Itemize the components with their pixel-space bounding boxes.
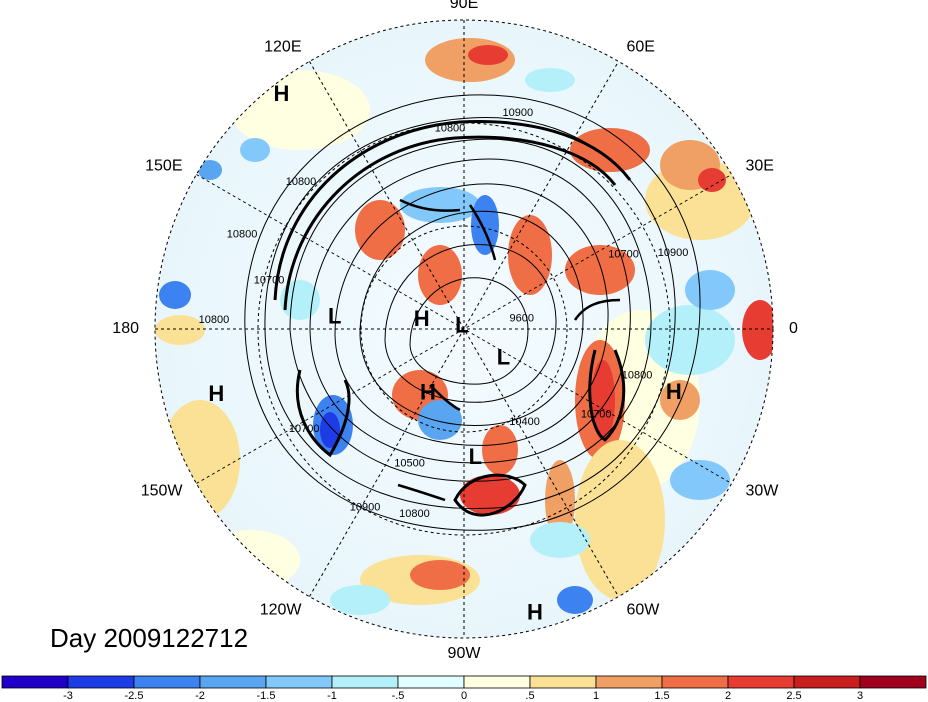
contour-value-label: 10800 [199, 314, 230, 326]
longitude-label: 180 [112, 320, 139, 337]
colorbar-tick-label: 2 [725, 690, 731, 702]
low-pressure-marker: L [455, 313, 468, 338]
contour-value-label: 10500 [394, 458, 425, 470]
high-pressure-marker: H [527, 600, 543, 625]
high-pressure-marker: H [208, 381, 224, 406]
longitude-label: 120E [264, 39, 301, 56]
timestamp-label: Day 2009122712 [50, 623, 248, 653]
longitude-label: 90W [448, 645, 482, 662]
high-pressure-marker: H [666, 379, 682, 404]
longitude-labels: 90E 60E 30E 0 30W 60W 90W 120W 150W 180 150E 120E [112, 0, 798, 662]
colorbar-swatch [331, 675, 399, 689]
high-pressure-marker: H [273, 81, 289, 106]
graticule [154, 19, 774, 639]
contour-value-label: 10800 [227, 229, 258, 241]
colorbar-swatch [463, 675, 531, 689]
colorbar-swatch [793, 675, 861, 689]
colorbar-swatch [1, 675, 69, 689]
colorbar-swatch [265, 675, 333, 689]
contour-value-label: 10800 [622, 369, 653, 381]
longitude-label: 150E [145, 158, 182, 175]
low-pressure-marker: L [497, 345, 510, 370]
longitude-label: 0 [789, 320, 798, 337]
contour-value-label: 10400 [509, 416, 540, 428]
colorbar-swatch [595, 675, 663, 689]
contour-value-label: 9600 [510, 313, 534, 325]
longitude-label: 90E [450, 0, 478, 12]
colorbar-tick-label: -1 [327, 690, 337, 702]
contour-value-labels: 10800 10900 10800 10800 10700 10800 10700 10500… [199, 107, 689, 520]
low-pressure-marker: L [328, 304, 341, 329]
colorbar-swatch [859, 675, 927, 689]
colorbar-swatch [397, 675, 465, 689]
high-pressure-marker: H [414, 306, 430, 331]
colorbar-tick-label: 3 [857, 690, 863, 702]
height-contours [244, 94, 701, 531]
colorbar-tick-label: -3 [63, 690, 73, 702]
longitude-label: 60W [627, 602, 661, 619]
colorbar-tick-label: -2.5 [125, 690, 144, 702]
colorbar-swatch [529, 675, 597, 689]
colorbar-swatch [67, 675, 135, 689]
colorbar-tick-label: 1.5 [654, 690, 669, 702]
colorbar-tick-label: -1.5 [257, 690, 276, 702]
contour-value-label: 10700 [608, 249, 639, 261]
colorbar: -3 -2.5 -2 -1.5 -1 -.5 0 .5 1 1.5 2 2.5 3 [1, 675, 927, 702]
contour-value-label: 10800 [399, 508, 430, 520]
colorbar-tick-label: -2 [195, 690, 205, 702]
longitude-label: 60E [627, 39, 655, 56]
longitude-label: 150W [141, 483, 184, 500]
colorbar-tick-label: -.5 [392, 690, 405, 702]
contour-value-label: 10700 [289, 423, 320, 435]
contour-value-label: 10800 [435, 123, 466, 135]
colorbar-swatch [133, 675, 201, 689]
contour-value-label: 10700 [254, 274, 285, 286]
colorbar-swatch [199, 675, 267, 689]
colorbar-tick-label: .5 [525, 690, 534, 702]
colorbar-swatch [727, 675, 795, 689]
contour-value-label: 10700 [581, 409, 612, 421]
longitude-label: 120W [260, 602, 303, 619]
contour-value-label: 10900 [350, 501, 381, 513]
colorbar-tick-label: 1 [593, 690, 599, 702]
contour-value-label: 10800 [286, 176, 317, 188]
colorbar-swatch [661, 675, 729, 689]
high-pressure-marker: H [420, 380, 436, 405]
contour-value-label: 10900 [658, 247, 689, 259]
longitude-label: 30W [746, 483, 780, 500]
colorbar-tick-label: 2.5 [786, 690, 801, 702]
low-pressure-marker: L [469, 444, 482, 469]
longitude-label: 30E [746, 158, 774, 175]
contour-value-label: 10900 [503, 107, 534, 119]
colorbar-tick-label: 0 [461, 690, 467, 702]
